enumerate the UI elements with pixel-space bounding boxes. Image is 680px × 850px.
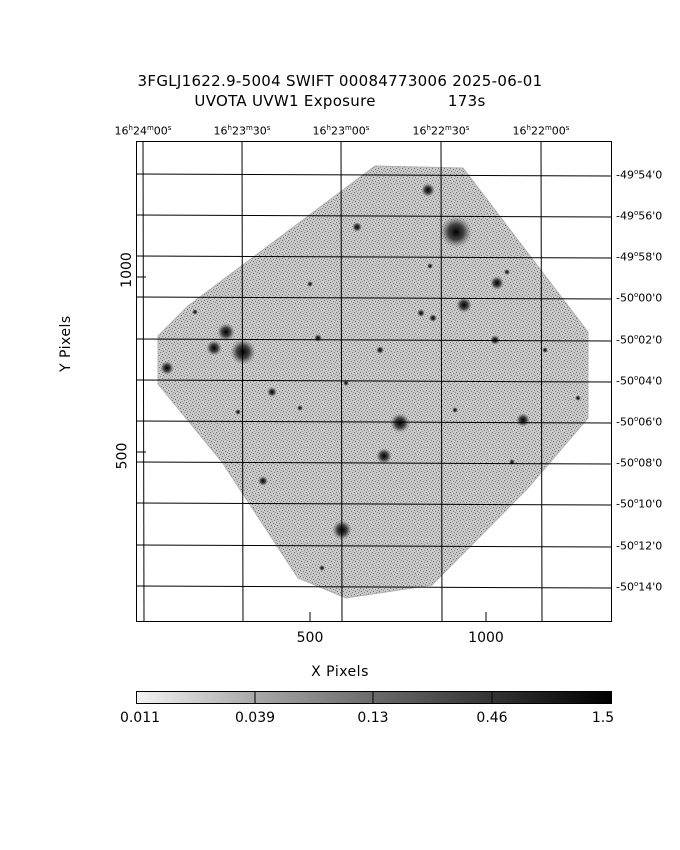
colorbar-label: 0.46 — [476, 710, 508, 726]
coordinate-grid — [135, 140, 613, 623]
colorbar — [136, 691, 612, 704]
subtitle-filter: UVOTA UVW1 Exposure — [194, 92, 376, 110]
dec-label: -50o14'0 — [616, 580, 663, 594]
y-axis-title: Y Pixels — [58, 315, 74, 372]
colorbar-label: 1.5 — [591, 710, 615, 726]
plot-frame — [136, 141, 612, 622]
dec-label: -50o06'0 — [616, 415, 663, 429]
dec-label: -50o00'0 — [616, 291, 663, 305]
pixel-ticks — [137, 276, 487, 621]
dec-label: -50o08'0 — [616, 456, 663, 470]
dec-label: -49o54'0 — [616, 168, 663, 182]
colorbar-label: 0.039 — [234, 710, 276, 726]
dec-label: -49o56'0 — [616, 209, 663, 223]
dec-label: -50o10'0 — [616, 497, 663, 511]
x-axis-title: X Pixels — [311, 664, 369, 680]
ra-label: 16h24m00s — [114, 124, 172, 138]
dec-label: -50o04'0 — [616, 374, 663, 388]
plot-subtitle: UVOTA UVW1 Exposure 173s — [0, 92, 680, 110]
dec-label: -49o58'0 — [616, 250, 663, 264]
ra-label: 16h23m00s — [312, 124, 370, 138]
dec-label: -50o02'0 — [616, 333, 663, 347]
x-tick-label: 500 — [296, 630, 324, 646]
y-tick-label: 1000 — [118, 252, 135, 288]
x-tick-label: 1000 — [468, 630, 504, 646]
colorbar-label: 0.13 — [357, 710, 389, 726]
ra-label: 16h23m30s — [213, 124, 271, 138]
colorbar-label: 0.011 — [119, 710, 161, 726]
ra-label: 16h22m30s — [412, 124, 470, 138]
plot-title: 3FGLJ1622.9-5004 SWIFT 00084773006 2025-… — [137, 72, 543, 90]
dec-label: -50o12'0 — [616, 539, 663, 553]
exposure-footprint — [157, 165, 589, 599]
y-tick-label: 500 — [114, 442, 131, 470]
colorbar-ticks — [254, 692, 493, 704]
subtitle-exposure: 173s — [447, 92, 486, 110]
ra-label: 16h22m00s — [512, 124, 570, 138]
